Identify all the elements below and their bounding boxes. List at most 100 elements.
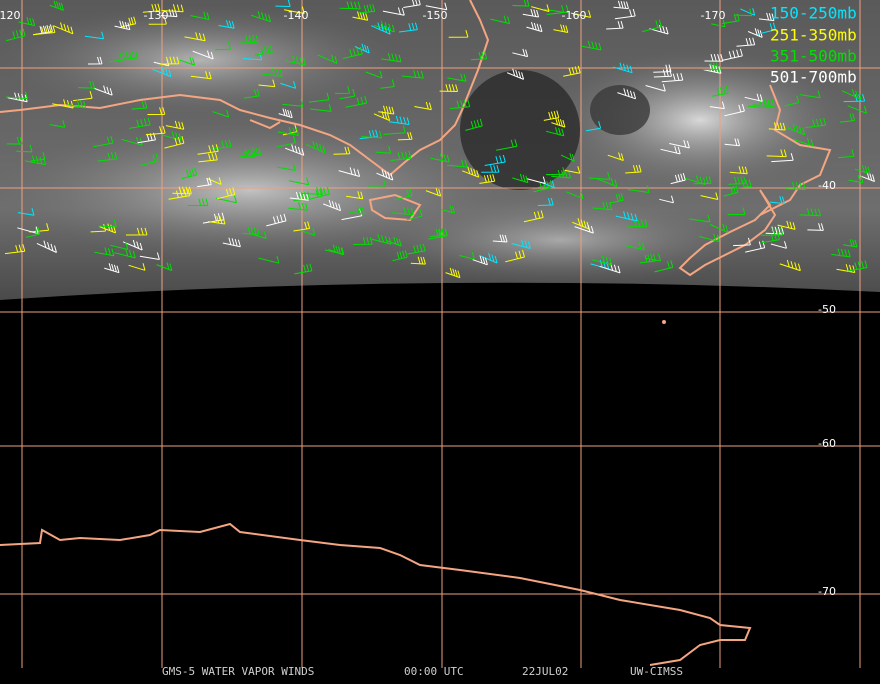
wind-barb: [161, 4, 184, 13]
wind-barb: [728, 176, 747, 185]
wind-barb: [300, 187, 324, 195]
wind-barb: [148, 16, 167, 25]
latitude-label: -60: [818, 437, 836, 450]
wind-barb: [350, 206, 365, 215]
wind-barb: [397, 132, 413, 141]
wind-barb: [511, 239, 531, 249]
wind-barb: [197, 144, 219, 155]
wind-barb: [721, 48, 743, 61]
wind-barb: [370, 22, 391, 35]
wind-barb: [768, 122, 786, 131]
wind-barb: [615, 211, 638, 222]
wind-barb: [375, 146, 392, 154]
wind-barb: [733, 237, 751, 247]
wind-barb: [591, 255, 613, 266]
wind-barb: [198, 152, 218, 163]
wind-barb: [122, 239, 143, 251]
wind-barb: [276, 163, 296, 171]
wind-barb: [551, 169, 572, 179]
wind-barb: [723, 185, 739, 197]
wind-barb: [165, 120, 185, 130]
wind-barb: [439, 84, 459, 92]
wind-barb: [277, 127, 299, 136]
wind-barb: [93, 135, 114, 148]
wind-barb: [711, 86, 729, 97]
wind-barb: [580, 40, 602, 51]
wind-barb: [401, 70, 424, 79]
wind-barb: [139, 252, 160, 260]
wind-barb: [339, 88, 356, 100]
wind-barb: [251, 11, 272, 23]
wind-barb: [392, 206, 414, 216]
wind-barb: [472, 255, 488, 266]
wind-barb: [346, 191, 364, 200]
wind-barb: [239, 35, 259, 44]
wind-barb: [492, 234, 508, 243]
wind-barb: [470, 51, 488, 61]
wind-barb: [17, 208, 35, 216]
wind-barb: [537, 197, 554, 206]
wind-barb: [67, 99, 87, 109]
wind-barb: [293, 221, 311, 232]
wind-barb: [440, 205, 455, 214]
wind-barb: [25, 155, 47, 166]
wind-barb: [613, 0, 629, 10]
wind-barb: [382, 7, 405, 16]
wind-barb: [90, 223, 107, 233]
wind-barb: [49, 120, 66, 128]
wind-barb: [526, 21, 543, 33]
wind-barb: [805, 117, 827, 129]
wind-barb: [110, 52, 125, 63]
wind-barb: [147, 107, 166, 115]
wind-barb: [222, 237, 241, 248]
wind-barb: [6, 91, 28, 100]
wind-barb: [727, 207, 746, 216]
wind-barb: [129, 117, 151, 129]
wind-barb: [626, 219, 648, 228]
wind-barb: [294, 263, 313, 275]
wind-barb: [661, 72, 684, 83]
wind-barb: [526, 176, 546, 185]
wind-barb: [365, 70, 383, 79]
wind-barb: [215, 195, 237, 204]
wind-barb: [128, 263, 146, 271]
wind-barb: [323, 199, 342, 212]
longitude-label: -160: [562, 9, 587, 22]
wind-barb: [838, 149, 855, 159]
longitude-label: -150: [423, 9, 448, 22]
wind-barb: [459, 252, 475, 260]
wind-barb: [625, 164, 642, 174]
wind-barb: [685, 175, 706, 186]
wind-barb: [689, 214, 711, 223]
coastline: [249, 119, 281, 130]
wind-barb: [745, 240, 766, 253]
wind-barb: [586, 121, 602, 132]
wind-barb: [214, 42, 231, 51]
wind-barbs: [4, 0, 875, 279]
wind-barb: [721, 13, 740, 25]
wind-barb: [354, 43, 370, 54]
wind-barb: [5, 28, 26, 42]
wind-barb: [448, 29, 469, 38]
wind-barb: [317, 54, 338, 64]
wind-barb: [308, 92, 330, 103]
wind-barb: [125, 227, 148, 236]
wind-barb: [385, 236, 402, 247]
wind-barb: [450, 99, 471, 110]
wind-barb: [645, 253, 661, 262]
wind-barb: [481, 164, 500, 173]
wind-barb: [512, 0, 530, 7]
wind-barb: [383, 125, 406, 135]
wind-barb: [570, 10, 592, 18]
wind-barb: [370, 234, 392, 245]
legend-entry: 501-700mb: [770, 68, 857, 87]
wind-barb: [704, 53, 724, 62]
wind-barb: [614, 8, 636, 20]
wind-barb: [104, 263, 120, 274]
wind-barb: [25, 226, 41, 238]
wind-barb: [278, 108, 293, 119]
wind-barb: [33, 25, 56, 36]
wind-barb: [339, 1, 361, 10]
wind-barb: [381, 53, 402, 63]
